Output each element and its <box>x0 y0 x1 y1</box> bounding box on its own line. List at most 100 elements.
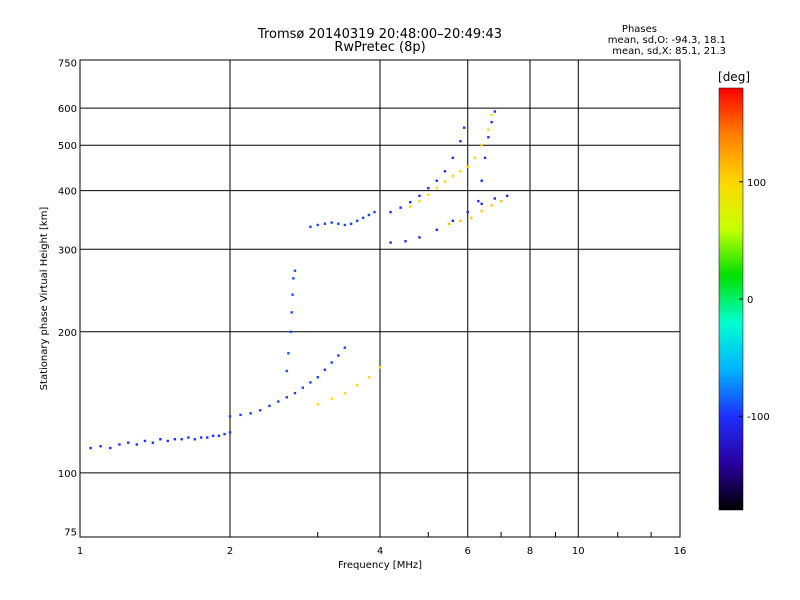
data-point <box>228 431 232 434</box>
y-tick-label: 750 <box>58 59 77 70</box>
y-axis-label: Stationary phase Virtual Height [km] <box>39 207 50 391</box>
x-tick-label: 6 <box>465 546 471 557</box>
data-point <box>466 210 469 214</box>
data-point <box>135 443 138 446</box>
data-point <box>473 156 477 160</box>
data-point <box>483 156 487 160</box>
data-point <box>323 368 327 371</box>
data-point <box>217 434 221 438</box>
data-point <box>459 170 462 173</box>
y-tick-label: 100 <box>58 469 77 480</box>
data-point <box>493 197 497 200</box>
data-point <box>316 376 319 379</box>
data-point <box>151 441 155 444</box>
x-tick-label: 4 <box>377 546 383 557</box>
trace-o-mode-cusp <box>285 269 297 373</box>
data-point <box>378 366 382 369</box>
trace-o-mode-f2-second <box>389 194 509 244</box>
trace-o-mode-f2-upper <box>389 126 466 214</box>
colorbar-tick-label: 0 <box>747 295 753 306</box>
data-point <box>293 391 297 395</box>
data-point <box>309 225 312 228</box>
data-point <box>435 186 438 190</box>
data-point <box>418 236 421 239</box>
x-tick-label: 10 <box>572 546 585 557</box>
colorbar-tick-label: 100 <box>747 178 766 189</box>
data-point <box>289 330 293 334</box>
trace-x-mode-f2-second <box>447 199 503 225</box>
data-point <box>451 156 455 160</box>
data-point <box>199 436 203 439</box>
phases-x-stats: mean, sd,X: 85.1, 21.3 <box>612 46 726 57</box>
data-point <box>285 369 288 373</box>
data-point <box>409 200 412 204</box>
data-point <box>480 202 483 206</box>
data-point <box>499 199 503 203</box>
chart-title-line2: RwPretec (8p) <box>334 40 426 55</box>
data-point <box>480 179 483 182</box>
data-point <box>239 413 242 417</box>
data-point <box>293 269 297 272</box>
data-point <box>343 346 347 349</box>
trace-x-mode-low-f-region <box>316 366 382 406</box>
data-point <box>211 434 215 438</box>
data-point <box>459 219 462 222</box>
data-point <box>447 222 451 225</box>
data-point <box>290 311 293 314</box>
chart-title-line1: Tromsø 20140319 20:48:00–20:49:43 <box>257 27 503 42</box>
data-point <box>418 199 421 203</box>
data-point <box>427 186 430 190</box>
data-point <box>487 136 490 139</box>
data-point <box>389 210 392 214</box>
data-point <box>277 400 280 403</box>
trace-o-mode-f2-lower <box>309 210 376 228</box>
data-point <box>409 205 412 208</box>
data-point <box>349 222 353 225</box>
data-point <box>343 223 347 227</box>
data-point <box>166 439 169 443</box>
data-point <box>205 436 209 439</box>
data-point <box>435 228 438 232</box>
data-point <box>367 213 371 217</box>
data-point <box>316 403 319 406</box>
data-point <box>316 223 319 227</box>
data-point <box>173 438 177 441</box>
data-point <box>292 277 295 280</box>
x-tick-label: 8 <box>527 546 533 557</box>
trace-o-mode-rise <box>228 346 347 418</box>
data-point <box>89 446 92 450</box>
data-point <box>459 140 462 143</box>
y-tick-label: 300 <box>58 245 77 256</box>
data-point <box>443 180 447 183</box>
data-point <box>490 120 493 124</box>
x-tick-label: 16 <box>674 546 687 557</box>
data-point <box>180 438 183 441</box>
data-point <box>493 110 497 113</box>
data-point <box>487 128 490 131</box>
data-point <box>187 436 190 439</box>
data-point <box>361 216 365 220</box>
data-point <box>223 432 226 436</box>
data-point <box>301 386 305 389</box>
y-tick-label: 75 <box>64 527 77 538</box>
data-point <box>343 391 347 395</box>
data-point <box>435 179 438 182</box>
y-tick-label: 500 <box>58 141 77 152</box>
data-point <box>285 396 288 399</box>
data-point <box>309 381 312 384</box>
data-point <box>323 222 327 225</box>
data-point <box>490 113 493 117</box>
data-point <box>399 206 402 209</box>
data-point <box>337 222 340 225</box>
data-point <box>451 174 455 178</box>
data-point <box>355 219 359 222</box>
phases-heading: Phases <box>621 24 657 35</box>
data-point <box>159 438 162 441</box>
data-point <box>418 194 421 198</box>
data-point <box>480 209 483 213</box>
data-point <box>143 439 147 443</box>
phases-o-stats: mean, sd,O: -94.3, 18.1 <box>607 35 726 46</box>
data-point <box>355 383 359 387</box>
data-point <box>228 415 232 418</box>
